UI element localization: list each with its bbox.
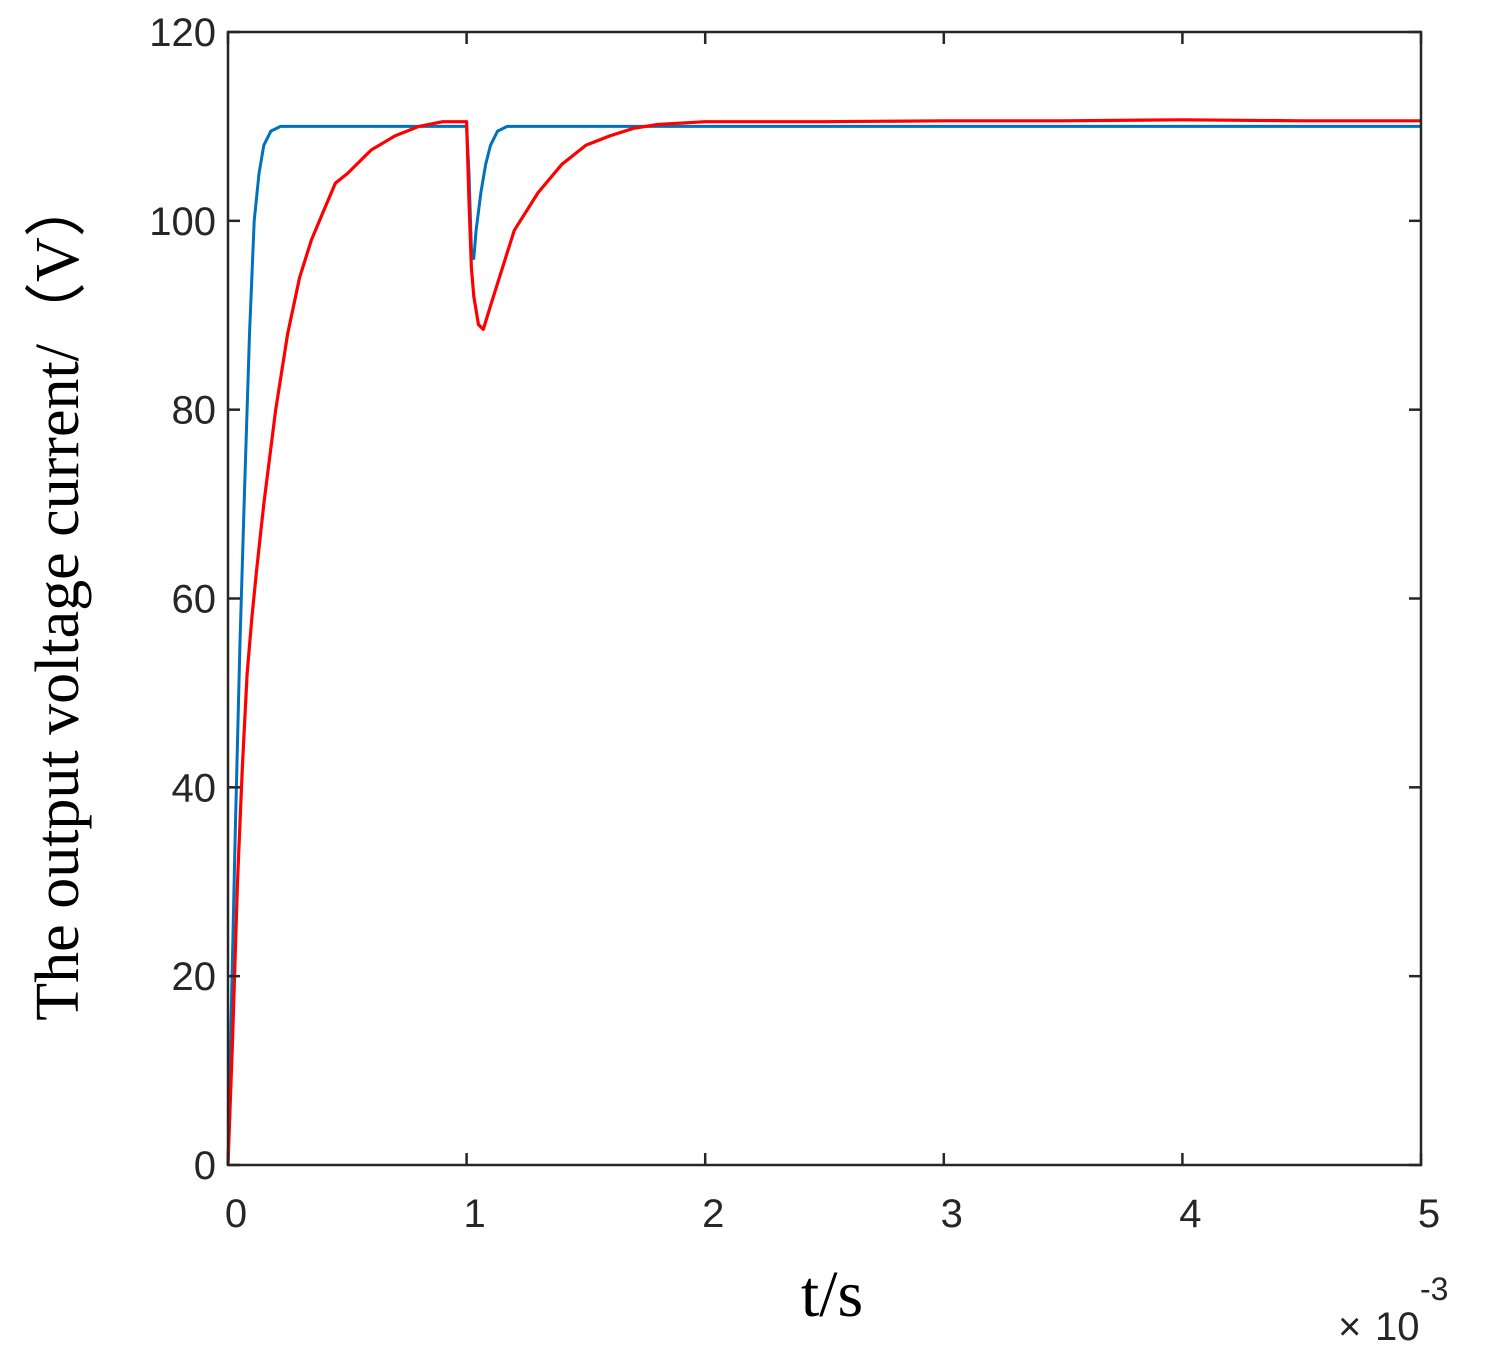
y-tick-label: 40 [172,766,217,810]
x-exponent-power: -3 [1420,1271,1448,1307]
x-exponent-times: × [1338,1305,1361,1349]
y-axis-label: The output voltage current/（V） [24,175,92,1020]
y-tick-label: 20 [172,955,217,999]
x-tick-label: 3 [941,1192,963,1236]
plot-area [228,32,1421,1165]
x-axis-label: t/s [801,1258,863,1331]
series-layer [226,118,1421,1166]
x-axis-exponent: × 10 -3 [1338,1271,1448,1349]
y-tick-label: 60 [172,578,217,622]
x-tick-label: 2 [702,1192,724,1236]
x-tick-label: 5 [1418,1192,1440,1236]
y-tick-label: 100 [149,200,216,244]
y-tick-label: 0 [194,1144,216,1188]
x-axis-ticks: 0 1 2 3 4 5 [225,32,1440,1236]
x-tick-label: 4 [1179,1192,1201,1236]
y-axis-ticks: 0 20 40 60 80 100 120 [149,11,1421,1188]
y-tick-label: 120 [149,11,216,55]
x-tick-label: 1 [463,1192,485,1236]
series-line-2 [226,118,1421,1166]
x-tick-label: 0 [225,1192,247,1236]
x-exponent-base: 10 [1375,1305,1420,1349]
y-tick-label: 80 [172,389,217,433]
